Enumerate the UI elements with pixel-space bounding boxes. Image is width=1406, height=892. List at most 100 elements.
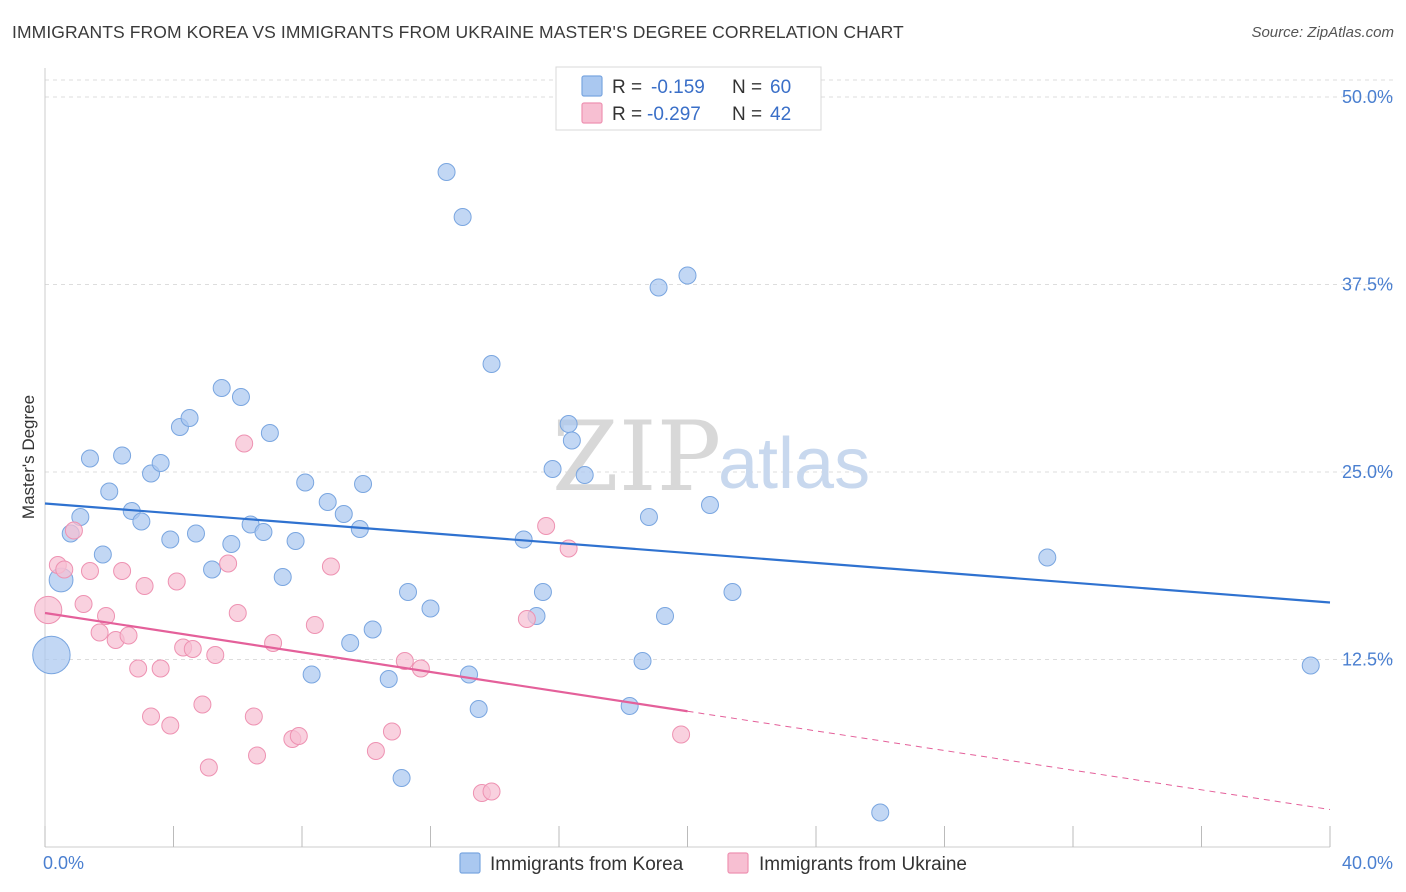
ukraine-point: [193, 695, 212, 714]
legend-korea-n-value: 60: [770, 77, 791, 98]
chart-title: IMMIGRANTS FROM KOREA VS IMMIGRANTS FROM…: [12, 22, 904, 42]
ukraine-point: [395, 652, 414, 670]
ukraine-point: [183, 640, 202, 658]
ukraine-point: [248, 746, 267, 765]
ukraine-point: [537, 517, 556, 535]
legend-korea-n-label: N =: [732, 77, 762, 98]
ukraine-point: [55, 560, 74, 579]
korea-point: [334, 505, 353, 523]
korea-point: [543, 460, 562, 478]
ukraine-point: [167, 572, 186, 591]
ukraine-point: [161, 716, 180, 735]
ukraine-point: [382, 722, 401, 741]
korea-point: [113, 446, 132, 465]
watermark-zip: ZIP: [552, 401, 721, 513]
data-points: [32, 163, 1320, 822]
ukraine-point: [34, 595, 63, 625]
ukraine-point: [151, 659, 170, 678]
ukraine-point: [206, 646, 225, 664]
korea-point: [222, 535, 241, 553]
y-tick-label-1: 25.0%: [1342, 462, 1393, 482]
ukraine-point: [129, 659, 148, 678]
ukraine-point: [305, 616, 324, 634]
korea-point: [296, 473, 315, 492]
y-tick-label-3: 50.0%: [1342, 87, 1393, 107]
ukraine-point: [90, 623, 109, 642]
korea-point: [180, 409, 199, 427]
ukraine-point: [244, 707, 263, 726]
ukraine-point: [74, 595, 93, 613]
korea-point: [260, 424, 279, 442]
korea-point: [533, 583, 552, 601]
korea-point: [559, 415, 578, 433]
korea-point: [649, 278, 668, 297]
korea-point: [132, 512, 151, 531]
series-legend-ukraine-label: Immigrants from Ukraine: [759, 854, 967, 875]
ukraine-point: [219, 554, 238, 573]
ukraine-point: [113, 562, 132, 580]
watermark-atlas: atlas: [718, 424, 870, 504]
korea-point: [100, 482, 119, 501]
legend-ukraine-n-value: 42: [770, 104, 791, 125]
ukraine-point: [199, 758, 218, 777]
watermark: ZIP atlas: [552, 401, 870, 513]
korea-point: [186, 524, 205, 543]
korea-point: [437, 163, 456, 181]
korea-point: [562, 431, 581, 450]
korea-point: [656, 607, 675, 625]
korea-point: [212, 379, 231, 397]
korea-trend-line: [44, 502, 1331, 604]
correlation-legend: R = -0.159 N = 60 R = -0.297 N = 42: [555, 66, 822, 131]
korea-point: [254, 523, 273, 541]
legend-korea-r-label: R =: [612, 77, 642, 98]
korea-point: [392, 769, 411, 787]
ukraine-point: [119, 626, 138, 645]
axes: [44, 68, 1331, 848]
korea-point: [460, 665, 479, 684]
korea-point: [1301, 656, 1320, 675]
legend-ukraine-swatch: [581, 102, 603, 124]
x-tick-label-max: 40.0%: [1342, 853, 1393, 873]
korea-point: [1038, 548, 1057, 567]
korea-point: [620, 697, 639, 715]
source-credit: Source: ZipAtlas.com: [1251, 24, 1394, 41]
korea-point: [273, 568, 292, 586]
legend-korea-r-value: -0.159: [651, 77, 705, 98]
ukraine-point: [228, 604, 247, 622]
korea-point: [871, 803, 890, 822]
korea-point: [80, 449, 99, 468]
korea-point: [482, 355, 501, 373]
ukraine-trend-line-extension: [687, 710, 1331, 810]
korea-point: [723, 583, 742, 601]
series-legend: Immigrants from Korea Immigrants from Uk…: [459, 852, 967, 875]
korea-point: [302, 665, 321, 684]
grid-lines: [45, 79, 1395, 660]
series-legend-korea-label: Immigrants from Korea: [490, 854, 684, 875]
ukraine-point: [64, 521, 83, 540]
korea-point: [93, 545, 112, 564]
legend-ukraine-r-label: R =: [612, 104, 642, 125]
ukraine-point: [97, 607, 116, 625]
korea-point: [341, 634, 360, 652]
korea-point: [203, 560, 222, 579]
ukraine-point: [517, 610, 536, 628]
y-tick-label-0: 12.5%: [1342, 650, 1393, 670]
ukraine-point: [80, 562, 99, 580]
korea-point: [32, 635, 71, 675]
korea-point: [151, 454, 170, 472]
korea-point: [421, 599, 440, 618]
korea-point: [379, 670, 398, 688]
x-tick-label-min: 0.0%: [43, 853, 84, 873]
korea-point: [161, 530, 180, 549]
korea-point: [286, 532, 305, 550]
ukraine-point: [672, 725, 691, 744]
ukraine-point: [482, 782, 501, 801]
korea-point: [639, 508, 658, 526]
series-legend-korea-swatch: [459, 852, 481, 874]
series-legend-ukraine-swatch: [727, 852, 749, 874]
y-axis-label: Master's Degree: [19, 395, 38, 519]
tick-labels: 12.5% 25.0% 37.5% 50.0% 0.0% 40.0%: [43, 87, 1393, 873]
ukraine-point: [135, 577, 154, 595]
trend-lines: [44, 502, 1331, 810]
